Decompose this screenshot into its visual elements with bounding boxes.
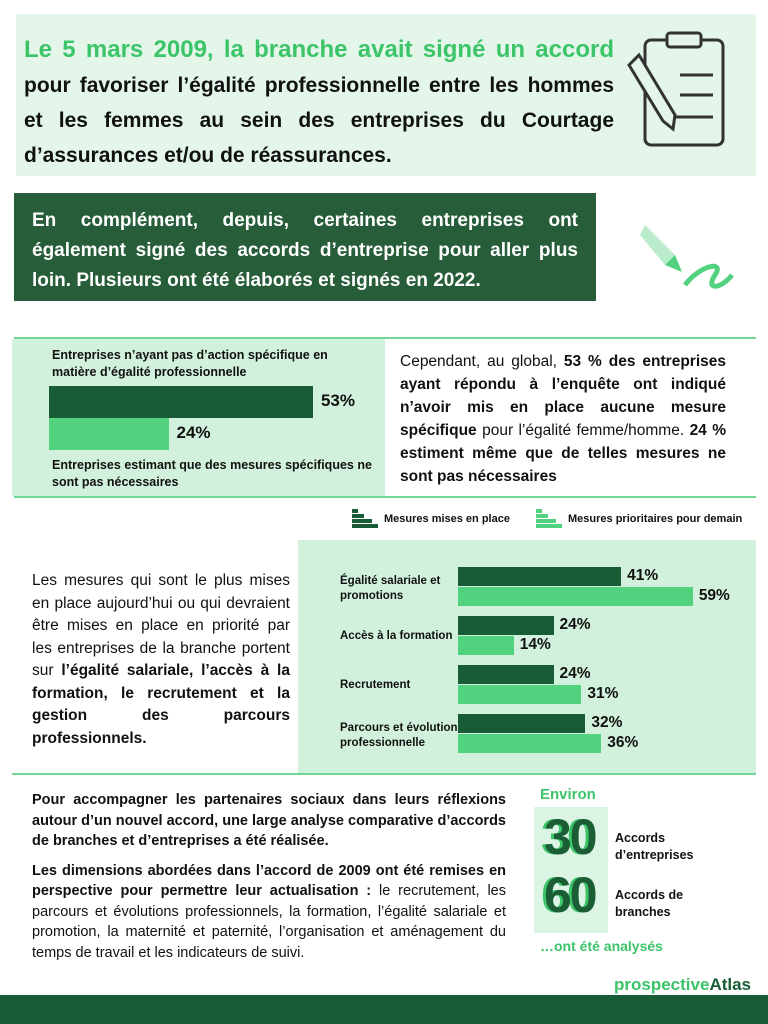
clipboard-icon [627,31,725,147]
bar [458,587,693,606]
page-title: Le 5 mars 2009, la branche avait signé u… [24,32,614,173]
bar-value-label: 24% [176,423,211,442]
stat-30: 30 [544,809,598,865]
title-rest: pour favoriser l’égalité professionnelle… [24,74,614,167]
section4-text: Pour accompagner les partenaires sociaux… [32,790,506,972]
stats-panel [534,807,608,933]
divider [14,337,756,339]
title-highlight: Le 5 mars 2009, la branche avait signé u… [24,36,614,63]
footer-band [0,995,768,1024]
bar-value-label: 36% [607,734,639,751]
bar [458,616,554,635]
section2-text: Cependant, au global, 53 % des entrepris… [400,350,726,488]
logo: prospectiveAtlas [614,975,751,995]
t: Les mesures qui sont le plus mises en pl… [32,572,290,679]
pen-stroke-icon [640,225,734,289]
bar [49,386,313,418]
header-panel [16,14,756,176]
stairs-icon [352,509,378,528]
stairs-icon [536,509,562,528]
analysed-label: …ont été analysés [540,938,663,954]
bar [458,665,554,684]
section3-text: Les mesures qui sont le plus mises en pl… [32,570,290,750]
bar-value-label: 14% [519,636,551,653]
legend-label: Mesures mises en place [384,512,510,525]
bar-value-label: 53% [320,391,355,410]
stat-60: 60 [544,867,598,923]
category-label: Recrutement [340,679,411,691]
category-label: Égalité salariale et promotions [340,575,441,602]
divider [12,773,756,775]
t-bold: 24 % estiment même que de telles mesures… [400,422,726,485]
logo-part: Atlas [709,975,752,994]
logo-part: prospective [614,975,710,994]
bar-value-label: 24% [559,665,591,682]
bar-label-top: Entreprises n’ayant pas d’action spécifi… [52,348,328,379]
environ-label: Environ [540,786,596,803]
t: pour l’égalité femme/homme. [476,422,690,439]
bar [49,418,169,450]
bar-value-label: 24% [559,616,591,633]
bar-label-bottom: Entreprises estimant que des mesures spé… [52,458,372,489]
bar-value-label: 32% [591,714,623,731]
bar-value-label: 31% [587,685,619,702]
category-label: Parcours et évolution professionnelle [340,722,458,749]
bar-value-label: 41% [627,567,659,584]
bar [458,685,582,704]
bar [458,714,586,733]
t-bold: 53 % des entreprises ayant répondu à l’e… [400,353,726,439]
bar [458,734,602,753]
stat-30-label: Accords d’entreprises [615,831,694,862]
t: Cependant, au global, [400,353,564,370]
divider [14,496,756,498]
p2-bold: Les dimensions abordées dans l’accord de… [32,862,506,900]
bar [458,567,622,586]
stat-60-label: Accords de branches [615,888,684,919]
bar [458,636,514,655]
t-bold: l’égalité salariale, l’accès à la format… [32,662,290,747]
legend-item-current: Mesures mises en place [352,509,510,528]
bar-value-label: 59% [698,587,730,604]
legend-label: Mesures prioritaires pour demain [568,512,743,525]
p1: Pour accompagner les partenaires sociaux… [32,792,506,849]
complement-box: En complément, depuis, certaines entrepr… [14,193,596,301]
p2-rest: le recrutement, les parcours et évolutio… [32,883,506,961]
category-label: Accès à la formation [340,630,453,642]
legend-item-future: Mesures prioritaires pour demain [536,509,742,528]
